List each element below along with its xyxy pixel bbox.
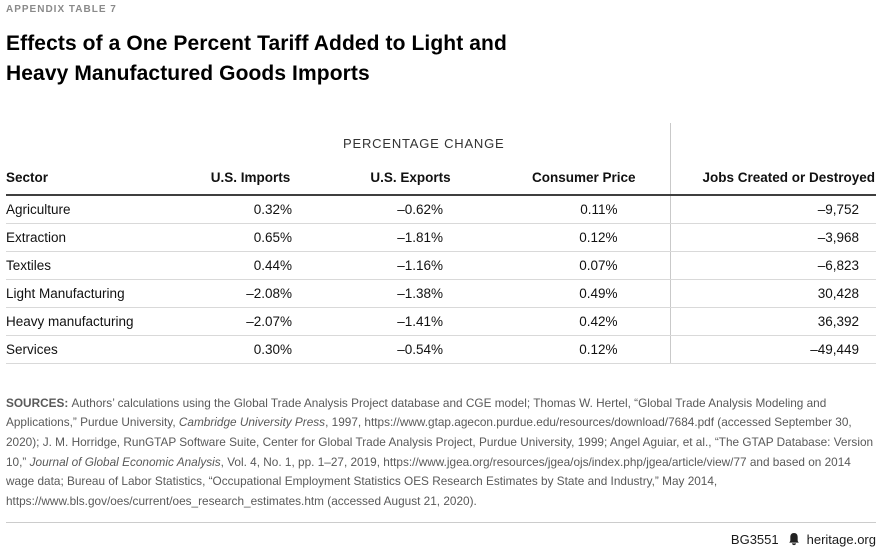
table-number-kicker: APPENDIX TABLE 7 (6, 4, 117, 15)
table-row: Extraction 0.65% –1.81% 0.12% –3,968 (6, 223, 876, 252)
value-cell: –1.16% (323, 251, 498, 280)
sources-segment: SOURCES: (6, 395, 72, 410)
sources-segment: Authors’ calculations using the Global T… (6, 395, 827, 430)
value-cell: –9,752 (669, 195, 876, 224)
percentage-change-group-header: PERCENTAGE CHANGE (343, 135, 505, 151)
sources-segment: , 1997, https://www.gtap.agecon.purdue.e… (6, 415, 874, 469)
value-cell: 36,392 (669, 307, 876, 336)
table-row: Agriculture 0.32% –0.62% 0.11% –9,752 (6, 195, 876, 224)
sources-note: SOURCES: Authors’ calculations using the… (6, 394, 876, 512)
value-cell: 30,428 (669, 279, 876, 308)
sector-cell: Light Manufacturing (6, 279, 178, 308)
value-cell: 0.11% (498, 195, 671, 224)
group-header-spacer-right (669, 123, 876, 164)
value-cell: 0.44% (178, 251, 323, 280)
value-cell: –0.62% (323, 195, 498, 224)
sources-segment: Journal of Global Economic Analysis (29, 454, 221, 469)
column-header: Consumer Price (498, 163, 671, 197)
table-row: Light Manufacturing –2.08% –1.38% 0.49% 30,4… (6, 279, 876, 308)
value-cell: –2.08% (178, 279, 323, 308)
sources-segment: Cambridge University Press (178, 415, 326, 430)
report-id: BG3551 (730, 532, 779, 547)
value-cell: –2.07% (178, 307, 323, 336)
value-cell: 0.49% (498, 279, 671, 308)
sector-cell: Extraction (6, 223, 178, 252)
table-title: Effects of a One Percent Tariff Added to… (6, 29, 876, 89)
value-cell: –1.41% (323, 307, 498, 336)
sector-cell: Agriculture (6, 195, 178, 224)
sector-cell: Services (6, 335, 178, 364)
value-cell: 0.12% (498, 335, 671, 364)
value-cell: 0.42% (498, 307, 671, 336)
value-cell: 0.32% (178, 195, 323, 224)
column-header-row: Sector U.S. Imports U.S. Exports Consumer P… (6, 163, 876, 197)
value-cell: 0.30% (178, 335, 323, 364)
column-header: U.S. Exports (323, 163, 498, 197)
value-cell: –1.38% (323, 279, 498, 308)
group-header-spacer-left (6, 123, 178, 163)
value-cell: –49,449 (669, 335, 876, 364)
title-line-1: Effects of a One Percent Tariff Added to… (6, 32, 507, 55)
value-cell: 0.12% (498, 223, 671, 252)
column-header: U.S. Imports (178, 163, 323, 197)
value-cell: 0.65% (178, 223, 323, 252)
group-header-row: PERCENTAGE CHANGE (6, 123, 876, 164)
value-cell: –1.81% (323, 223, 498, 252)
column-header: Sector (6, 163, 178, 197)
sector-cell: Heavy manufacturing (6, 307, 178, 336)
value-cell: –0.54% (323, 335, 498, 364)
value-cell: 0.07% (498, 251, 671, 280)
column-header: Jobs Created or Destroyed (669, 163, 876, 197)
tariff-effects-table: PERCENTAGE CHANGE Sector U.S. Imports U.S.… (6, 123, 876, 364)
value-cell: –3,968 (669, 223, 876, 252)
table-row: Services 0.30% –0.54% 0.12% –49,449 (6, 335, 876, 364)
table-row: Textiles 0.44% –1.16% 0.07% –6,823 (6, 251, 876, 280)
title-line-2: Heavy Manufactured Goods Imports (6, 62, 370, 86)
value-cell: –6,823 (669, 251, 876, 280)
liberty-bell-icon (787, 532, 801, 549)
heritage-site-link[interactable]: heritage.org (806, 532, 876, 547)
sources-segment: , Vol. 4, No. 1, pp. 1–27, 2019, https:/… (6, 454, 851, 508)
table-body: Agriculture 0.32% –0.62% 0.11% –9,752 Extract… (6, 195, 876, 364)
sector-cell: Textiles (6, 251, 178, 280)
table-row: Heavy manufacturing –2.07% –1.41% 0.42% 36,3… (6, 307, 876, 336)
page-footer: BG3551 heritage.org (6, 522, 876, 549)
